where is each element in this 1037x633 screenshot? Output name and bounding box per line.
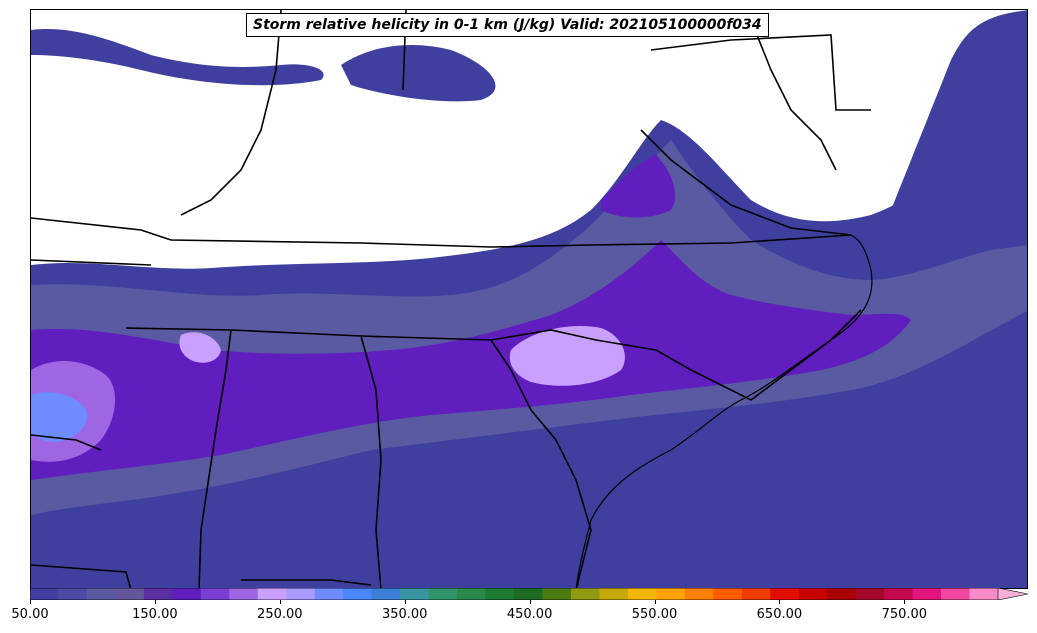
va-line: [640, 129, 852, 236]
contour-band-300-west: [31, 392, 87, 442]
coastline: [575, 234, 873, 588]
colorbar-segment: [257, 588, 287, 600]
colorbar-segment: [457, 588, 487, 600]
colorbar-segment: [514, 588, 543, 600]
colorbar-segment: [229, 588, 259, 600]
colorbar-tick-mark: [529, 600, 531, 604]
gulf-line: [31, 564, 132, 588]
map-title: Storm relative helicity in 0-1 km (J/kg)…: [246, 13, 769, 37]
colorbar-tick-mark: [404, 600, 406, 604]
colorbar-segment: [200, 588, 230, 600]
atlantic-coast: [575, 234, 873, 588]
colorbar-tick-label: 250.00: [257, 607, 303, 622]
colorbar-segment: [30, 588, 59, 600]
colorbar-tick-mark: [30, 600, 31, 604]
colorbar-tick-mark: [904, 600, 906, 604]
colorbar-segment: [884, 588, 914, 600]
state-boundaries: [31, 10, 871, 588]
colorbar-segment: [741, 588, 771, 600]
fl-line: [241, 579, 372, 586]
colorbar-segment: [570, 588, 600, 600]
contour-band-east-plume: [891, 10, 1027, 258]
colorbar-segment: [969, 588, 999, 600]
colorbar-tick-label: 350.00: [381, 607, 428, 622]
al-ga-line: [360, 335, 382, 588]
ga-sc-line: [490, 339, 592, 588]
contour-band-250-sc: [509, 326, 625, 386]
colorbar-segment: [115, 588, 145, 600]
colorbar-tick-mark: [654, 600, 656, 604]
colorbar-segment: [58, 588, 88, 600]
colorbar-segment: [713, 588, 743, 600]
colorbar-segment: [542, 588, 572, 600]
colorbar-segment: [627, 588, 657, 600]
colorbar-segment: [684, 588, 714, 600]
contour-band-northwest: [31, 29, 324, 86]
ky-west-line: [180, 10, 282, 216]
colorbar-segment: [172, 588, 202, 600]
ar-mo-line: [31, 259, 152, 266]
la-line: [31, 434, 102, 451]
colorbar-extend-arrow: [997, 588, 1028, 600]
colorbar-segment: [656, 588, 686, 600]
colorbar-segment: [912, 588, 942, 600]
colorbar-segment: [428, 588, 458, 600]
colorbar-segment: [314, 588, 344, 600]
pa-line: [650, 34, 871, 111]
colorbar-segment: [86, 588, 116, 600]
colorbar-segment: [599, 588, 629, 600]
colorbar-tick-mark: [279, 600, 281, 604]
tn-ky-line: [31, 217, 852, 248]
colorbar-tick-label: 750.00: [881, 607, 928, 622]
colorbar-segment: [798, 588, 828, 600]
colorbar-segment: [855, 588, 885, 600]
colorbar-tick-label: 650.00: [756, 607, 803, 622]
contour-band-150-north: [601, 155, 676, 218]
colorbar-segment: [770, 588, 800, 600]
md-line: [750, 19, 837, 171]
ms-al-line: [198, 329, 232, 588]
colorbar-tick-label: 550.00: [631, 607, 678, 622]
colorbar-tick-label: 150.00: [132, 607, 178, 622]
colorbar-segment: [827, 588, 857, 600]
colorbar-tick-label: 50.00: [11, 607, 49, 622]
colorbar-tick-mark: [779, 600, 781, 604]
contour-band-150: [31, 240, 911, 480]
colorbar: [30, 588, 1028, 600]
colorbar-segment: [286, 588, 316, 600]
colorbar-segment: [143, 588, 173, 600]
colorbar-tick-mark: [154, 600, 156, 604]
colorbar-segment: [400, 588, 430, 600]
colorbar-segment: [371, 588, 401, 600]
map-panel: [30, 9, 1028, 589]
helicity-contours: [31, 10, 1027, 588]
colorbar-segment: [941, 588, 971, 600]
contour-band-250-ms: [179, 332, 221, 363]
colorbar-tick-label: 450.00: [506, 607, 553, 622]
sc-nc-line: [655, 309, 862, 401]
colorbar-segment: [485, 588, 515, 600]
contour-band-north: [341, 45, 496, 102]
helicity-map: [31, 10, 1027, 588]
colorbar-segment: [343, 588, 373, 600]
